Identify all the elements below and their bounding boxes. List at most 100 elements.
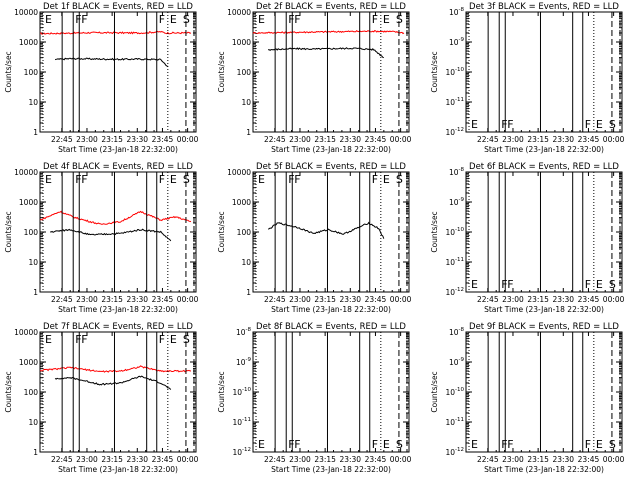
lld-series-line: [39, 365, 192, 373]
plot-frame: [39, 171, 197, 293]
y-axis-label: Counts/sec: [430, 211, 439, 252]
x-tick-label: 00:00: [177, 135, 199, 144]
x-tick-label: 23:00: [76, 455, 98, 464]
x-tick-label: 22:45: [264, 135, 286, 144]
y-axis-label: Counts/sec: [430, 51, 439, 92]
y-tick-label: 10000: [227, 8, 251, 17]
marker-e: E: [45, 13, 52, 26]
panel-title: Det 1f BLACK = Events, RED = LLD: [43, 2, 193, 12]
y-tick-label: 100: [24, 388, 39, 397]
marker-e: E: [596, 438, 603, 451]
x-axis-label: Start Time (23-Jan-18 22:32:00): [271, 305, 391, 314]
y-axis-label: Counts/sec: [217, 371, 226, 412]
y-tick-label: 1: [33, 448, 38, 457]
marker-s: S: [396, 173, 403, 186]
marker-f: F: [288, 13, 294, 26]
marker-e: E: [45, 173, 52, 186]
marker-e: E: [170, 13, 177, 26]
x-tick-label: 23:30: [339, 455, 361, 464]
y-tick-label: 1000: [232, 38, 251, 47]
y-tick-label: 10000: [227, 168, 251, 177]
panel-det-8: Det 8f BLACK = Events, RED = LLD 10-12 10-…: [217, 322, 412, 474]
plot-frame: [252, 331, 410, 453]
marker-e: E: [471, 278, 478, 291]
y-tick-label: 10: [28, 258, 38, 267]
y-tick-label: 10-8: [449, 327, 465, 337]
x-tick-label: 22:45: [477, 135, 499, 144]
x-axis-label: Start Time (23-Jan-18 22:32:00): [58, 145, 178, 154]
lld-series-line: [39, 210, 192, 225]
y-tick-label: 100: [237, 68, 252, 77]
x-tick-label: 22:45: [264, 455, 286, 464]
y-tick-label: 10-12: [445, 447, 464, 457]
x-tick-label: 22:45: [51, 295, 73, 304]
x-tick-label: 23:15: [101, 135, 123, 144]
x-tick-label: 00:00: [390, 135, 412, 144]
y-tick-label: 10-11: [445, 97, 464, 107]
y-tick-label: 10-9: [449, 37, 465, 47]
x-tick-label: 00:00: [390, 455, 412, 464]
lld-series-line: [252, 29, 405, 35]
y-tick-label: 10-12: [445, 127, 464, 137]
marker-f: F: [372, 438, 378, 451]
y-axis-label: Counts/sec: [217, 211, 226, 252]
marker-e: E: [471, 438, 478, 451]
panel-det-1: Det 1f BLACK = Events, RED = LLD 1 10 100 10…: [4, 2, 199, 154]
marker-f: F: [501, 438, 507, 451]
y-tick-label: 10-8: [449, 7, 465, 17]
x-tick-label: 23:15: [314, 455, 336, 464]
marker-f: F: [75, 13, 81, 26]
x-tick-label: 23:00: [289, 135, 311, 144]
y-tick-label: 10-11: [232, 417, 251, 427]
marker-f: F: [81, 13, 87, 26]
y-tick-label: 10: [28, 98, 38, 107]
x-tick-label: 22:45: [264, 295, 286, 304]
x-tick-label: 23:15: [314, 295, 336, 304]
events-series-line: [54, 375, 172, 390]
panel-det-5: Det 5f BLACK = Events, RED = LLD 1 10 100 10…: [217, 162, 412, 314]
x-tick-label: 22:45: [477, 295, 499, 304]
panel-det-6: Det 6f BLACK = Events, RED = LLD 10-12 10-…: [430, 162, 625, 314]
y-tick-label: 10000: [14, 8, 38, 17]
marker-f: F: [501, 118, 507, 131]
x-tick-label: 23:30: [552, 135, 574, 144]
panel-title: Det 9f BLACK = Events, RED = LLD: [469, 322, 619, 332]
y-tick-label: 100: [24, 228, 39, 237]
marker-e: E: [471, 118, 478, 131]
marker-f: F: [585, 438, 591, 451]
marker-f: F: [372, 13, 378, 26]
panel-det-7: Det 7f BLACK = Events, RED = LLD 1 10 100 10…: [4, 322, 199, 474]
y-tick-label: 10-8: [449, 167, 465, 177]
y-tick-label: 10-10: [445, 67, 464, 77]
marker-f: F: [294, 13, 300, 26]
y-tick-label: 10-10: [445, 387, 464, 397]
marker-e: E: [383, 173, 390, 186]
panel-title: Det 2f BLACK = Events, RED = LLD: [256, 2, 406, 12]
y-tick-label: 10-11: [445, 257, 464, 267]
x-axis-label: Start Time (23-Jan-18 22:32:00): [484, 465, 604, 474]
y-tick-label: 1: [246, 128, 251, 137]
plot-frame: [465, 171, 623, 293]
x-tick-label: 23:45: [365, 455, 387, 464]
marker-e: E: [596, 118, 603, 131]
x-tick-label: 23:30: [552, 455, 574, 464]
x-tick-label: 00:00: [177, 295, 199, 304]
marker-f: F: [507, 278, 513, 291]
x-tick-label: 23:15: [527, 455, 549, 464]
marker-f: F: [159, 173, 165, 186]
y-tick-label: 1: [33, 128, 38, 137]
marker-f: F: [372, 173, 378, 186]
y-tick-label: 10-8: [236, 327, 252, 337]
x-axis-label: Start Time (23-Jan-18 22:32:00): [271, 145, 391, 154]
y-tick-label: 1000: [19, 198, 38, 207]
marker-f: F: [288, 173, 294, 186]
marker-f: F: [507, 118, 513, 131]
plot-frame: [39, 331, 197, 453]
x-tick-label: 00:00: [390, 295, 412, 304]
y-axis-label: Counts/sec: [217, 51, 226, 92]
x-tick-label: 23:15: [527, 295, 549, 304]
y-tick-label: 1000: [232, 198, 251, 207]
x-tick-label: 23:15: [314, 135, 336, 144]
marker-s: S: [183, 13, 190, 26]
x-tick-label: 23:45: [152, 295, 174, 304]
